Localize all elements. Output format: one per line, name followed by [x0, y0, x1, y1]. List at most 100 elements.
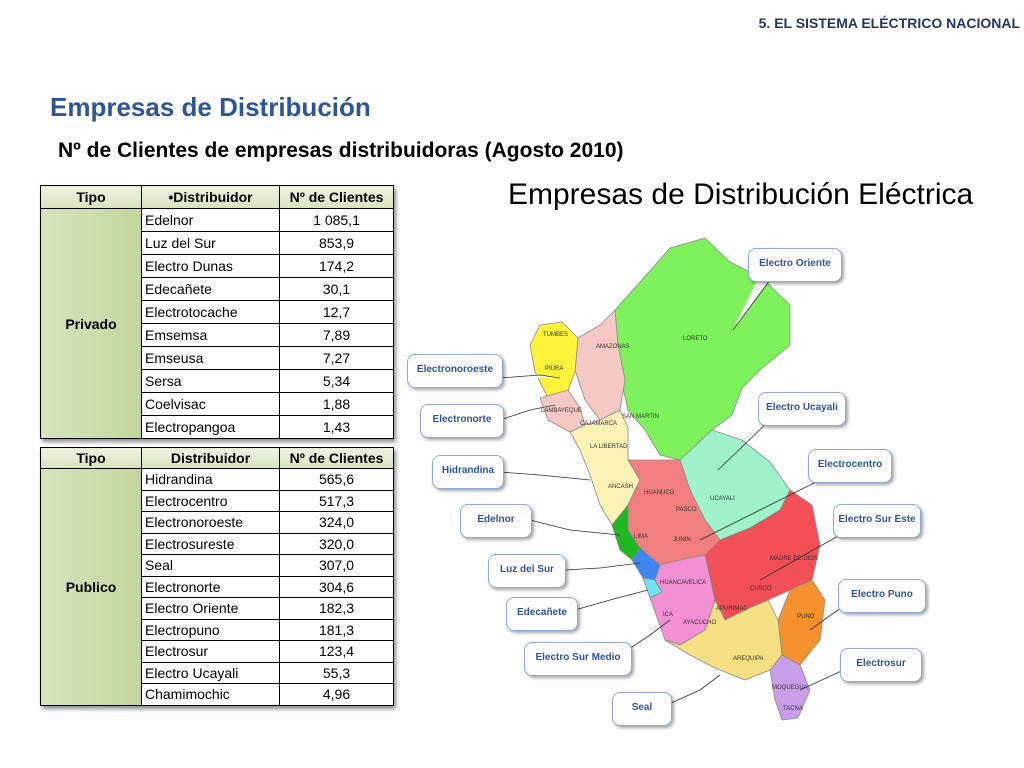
leader-line	[564, 562, 641, 571]
distribuidor-cell: Electrosur	[141, 640, 280, 663]
tipo-cell: Privado	[40, 208, 142, 439]
region-label: HUANUCO	[644, 490, 675, 496]
leader-line	[529, 519, 621, 536]
region-label: MOQUEGUA	[772, 685, 808, 691]
distribuidor-cell: Seal	[141, 554, 280, 577]
callout-electrosur: Electrosur	[840, 648, 922, 682]
callout-luz-del-sur: Luz del Sur	[488, 554, 566, 588]
table-row: Emsemsa 7,89	[41, 323, 394, 347]
region-label: MADRE DE DIOS	[770, 556, 818, 562]
clientes-cell: 307,0	[279, 554, 394, 577]
callout-electro-ucayali: Electro Ucayali	[758, 392, 846, 426]
table-row: Chamimochic 4,96	[41, 683, 394, 706]
distribuidor-cell: Electropuno	[141, 618, 280, 641]
clientes-cell: 123,4	[279, 640, 394, 663]
tipo-cell: Publico	[40, 468, 142, 706]
clientes-cell: 182,3	[279, 597, 394, 620]
table-row: Electronorte 304,6	[41, 575, 394, 598]
clientes-cell: 12,7	[279, 300, 394, 324]
table-header-row: Tipo •Distribuidor Nº de Clientes	[40, 185, 394, 209]
clientes-cell: 7,27	[279, 346, 394, 370]
clientes-cell: 181,3	[279, 618, 394, 641]
clientes-cell: 324,0	[279, 511, 394, 534]
leader-line	[759, 534, 841, 581]
col-header-clientes: Nº de Clientes	[279, 185, 394, 209]
col-header-distribuidor: •Distribuidor	[141, 185, 280, 209]
peru-map: TUMBES AMAZONAS LORETO PIURA LAMBAYEQUE …	[499, 237, 849, 721]
region-label: AREQUIPA	[733, 656, 764, 662]
callout-edelnor: Edelnor	[460, 504, 532, 538]
distribuidor-cell: Electropangoa	[141, 415, 280, 439]
table-row: Electrotocache 12,7	[41, 300, 394, 324]
distribuidor-cell: Chamimochic	[141, 683, 280, 706]
table-row: Seal 307,0	[41, 554, 394, 577]
region-tacna	[769, 654, 811, 721]
clientes-cell: 565,6	[279, 468, 394, 491]
leader-line	[499, 374, 561, 379]
table-row: Edecañete 30,1	[41, 277, 394, 301]
distribuidor-cell: Electronorte	[141, 575, 280, 598]
clientes-cell: 7,89	[279, 323, 394, 347]
clientes-cell: 4,96	[279, 683, 394, 706]
clientes-cell: 1 085,1	[279, 208, 394, 232]
clientes-cell: 30,1	[279, 277, 394, 301]
region-label: CAJAMARCA	[580, 421, 617, 427]
distribuidor-cell: Electro Oriente	[141, 597, 280, 620]
region-label: ANCASH	[608, 484, 633, 490]
clientes-cell: 174,2	[279, 254, 394, 278]
leader-line	[659, 674, 721, 709]
region-label: TUMBES	[543, 332, 568, 338]
distribuidor-cell: Coelvisac	[141, 392, 280, 416]
map-title: Empresas de Distribución Eléctrica	[508, 178, 974, 211]
region-label: AYACUCHO	[683, 620, 716, 626]
distribuidor-cell: Electro Ucayali	[141, 661, 280, 684]
region-label: PUNO	[797, 614, 815, 620]
clientes-cell: 304,6	[279, 575, 394, 598]
region-label: TACNA	[783, 706, 803, 712]
callout-electro-puno: Electro Puno	[838, 579, 926, 613]
region-label: CUSCO	[750, 586, 772, 592]
table-row: Luz del Sur 853,9	[41, 231, 394, 255]
region-label: LORETO	[683, 336, 708, 342]
table-privado: Tipo •Distribuidor Nº de Clientes Privad…	[40, 185, 394, 439]
region-label: PIURA	[545, 366, 563, 372]
table-publico: Tipo Distribuidor Nº de Clientes Publico…	[40, 447, 394, 706]
callout-electronorte: Electronorte	[420, 404, 504, 438]
callout-seal: Seal	[612, 692, 672, 726]
callout-edecanete: Edecañete	[506, 597, 578, 631]
clientes-cell: 320,0	[279, 532, 394, 555]
callout-electrocentro: Electrocentro	[808, 449, 892, 483]
clientes-cell: 517,3	[279, 489, 394, 512]
clientes-cell: 853,9	[279, 231, 394, 255]
distribuidor-cell: Electronoroeste	[141, 511, 280, 534]
region-label: HUANCAVELICA	[660, 580, 706, 586]
page-subtitle: Nº de Clientes de empresas distribuidora…	[58, 139, 624, 162]
table-row: Electropangoa 1,43	[41, 415, 394, 439]
table-row: Privado Edelnor 1 085,1	[40, 208, 394, 439]
region-label: LA LIBERTAD	[590, 444, 628, 450]
table-row: Electropuno 181,3	[41, 618, 394, 641]
table-row: Electro Dunas 174,2	[41, 254, 394, 278]
callout-electro-sur-este: Electro Sur Este	[833, 504, 921, 538]
region-label: LAMBAYEQUE	[541, 408, 582, 414]
col-header-clientes: Nº de Clientes	[279, 447, 394, 469]
col-header-tipo: Tipo	[40, 185, 142, 209]
col-header-tipo: Tipo	[40, 447, 142, 469]
clientes-cell: 5,34	[279, 369, 394, 393]
table-row: Sersa 5,34	[41, 369, 394, 393]
distribuidor-cell: Hidrandina	[141, 468, 280, 491]
distribuidor-cell: Edelnor	[141, 208, 280, 232]
callout-electronoroeste: Electronoroeste	[407, 354, 503, 388]
table-row: Electro Oriente 182,3	[41, 597, 394, 620]
distribuidor-cell: Emsemsa	[141, 323, 280, 347]
distribuidor-cell: Edecañete	[141, 277, 280, 301]
callout-electro-oriente: Electro Oriente	[748, 248, 842, 282]
distribuidor-cell: Luz del Sur	[141, 231, 280, 255]
distribuidor-cell: Sersa	[141, 369, 280, 393]
page-title: Empresas de Distribución	[50, 92, 371, 122]
table-header-row: Tipo Distribuidor Nº de Clientes	[40, 447, 394, 469]
table-row: Publico Hidrandina 565,6	[40, 468, 394, 706]
distribuidor-cell: Electrocentro	[141, 489, 280, 512]
table-row: Electro Ucayali 55,3	[41, 661, 394, 684]
region-label: JUNIN	[673, 537, 691, 543]
